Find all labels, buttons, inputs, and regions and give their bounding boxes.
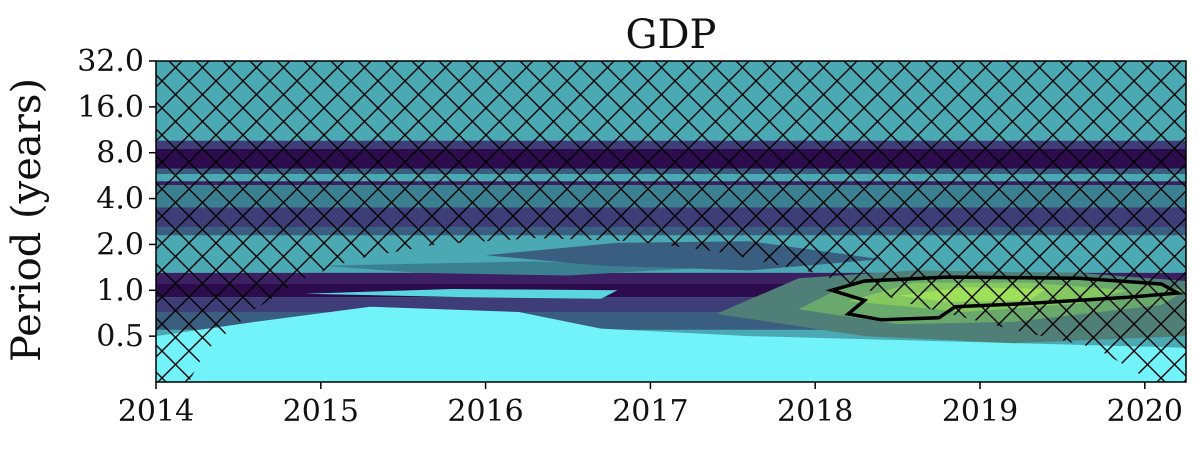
y-tick-label: 16.0	[77, 90, 144, 125]
x-tick-label: 2014	[118, 394, 194, 429]
y-tick-label: 8.0	[96, 136, 144, 171]
x-tick-label: 2017	[612, 394, 688, 429]
y-axis: 32.0 16.0 8.0 4.0 2.0 1.0 0.5	[77, 44, 156, 354]
low-power-region	[156, 306, 1186, 382]
x-tick-label: 2015	[283, 394, 359, 429]
chart-title: GDP	[626, 12, 717, 58]
y-tick-label: 32.0	[77, 44, 144, 79]
plot-frame	[155, 60, 1187, 383]
significance-contour	[825, 275, 1184, 322]
y-tick-label: 4.0	[96, 182, 144, 217]
y-axis-label: Period (years)	[4, 78, 50, 362]
y-tick-label: 1.0	[96, 273, 144, 308]
x-tick-label: 2019	[942, 394, 1018, 429]
low-power-region	[304, 289, 618, 299]
x-axis: 2014 2015 2016 2017 2018 2019 2020	[118, 382, 1183, 429]
y-tick-label: 2.0	[96, 227, 144, 262]
x-tick-label: 2018	[777, 394, 853, 429]
x-tick-label: 2020	[1107, 394, 1183, 429]
cone-of-influence-hatch	[156, 61, 1186, 382]
plot-area	[156, 61, 1186, 382]
x-tick-label: 2016	[447, 394, 523, 429]
y-tick-label: 0.5	[96, 319, 144, 354]
